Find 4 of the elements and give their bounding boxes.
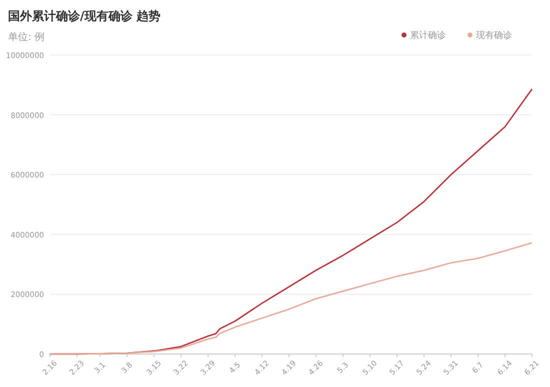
chart-subtitle: 单位: 例 [8, 31, 45, 43]
legend-label: 现有确诊 [476, 30, 512, 41]
legend-label: 累计确诊 [410, 30, 446, 41]
chart-title: 国外累计确诊/现有确诊 趋势 [8, 9, 161, 23]
